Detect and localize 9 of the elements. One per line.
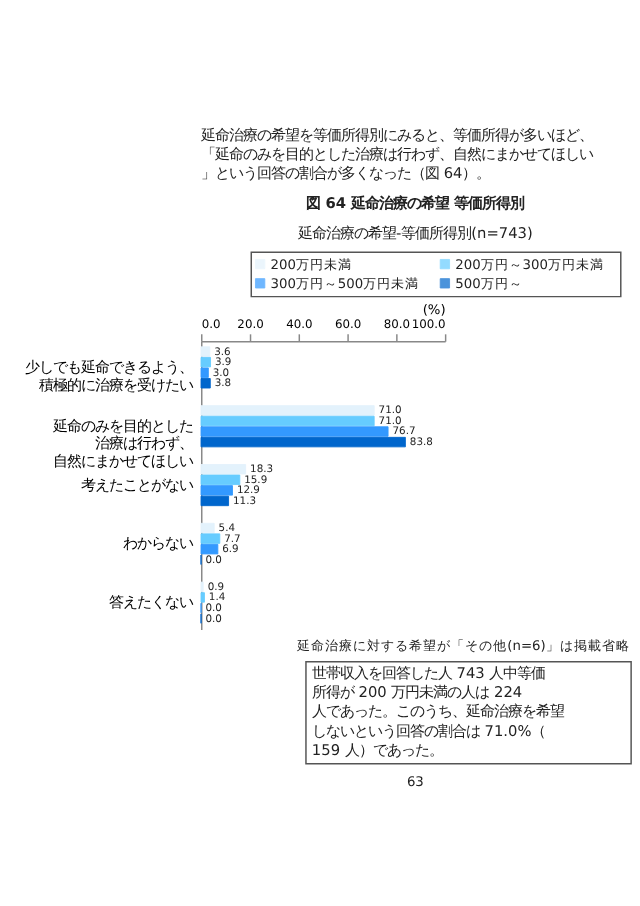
y-tick-label: 考えたことがない xyxy=(80,475,193,494)
chart-subtitle: 延命治療の希望-等価所得別(n=743) xyxy=(295,223,533,242)
text: 延命治療の希望を等価所得別にみると、等価所得が多いほど、「延命のみを目的とした治療は行わず、自然にまかせてほしい」という回答の割合が多くなった（図 64）。 xyxy=(199,125,594,183)
text: 世帯収入を回答した人 743 人中等価所得が 200 万円未満の人は 224 人であった。このうち、延命治療を希望しないという回答の割合は 71.0%（159 人）であった。 xyxy=(311,663,564,759)
y-tick-label: わからない xyxy=(122,534,193,553)
y-tick-label: 少しでも延命できるよう、積極的に治療を受けたい xyxy=(24,357,193,394)
y-tick-label: 延命のみを目的とした治療は行わず、自然にまかせてほしい xyxy=(50,416,193,471)
y-tick-label: 答えたくない xyxy=(108,593,193,612)
chart-title: 図 64 延命治療の希望 等価所得別 xyxy=(306,193,525,212)
